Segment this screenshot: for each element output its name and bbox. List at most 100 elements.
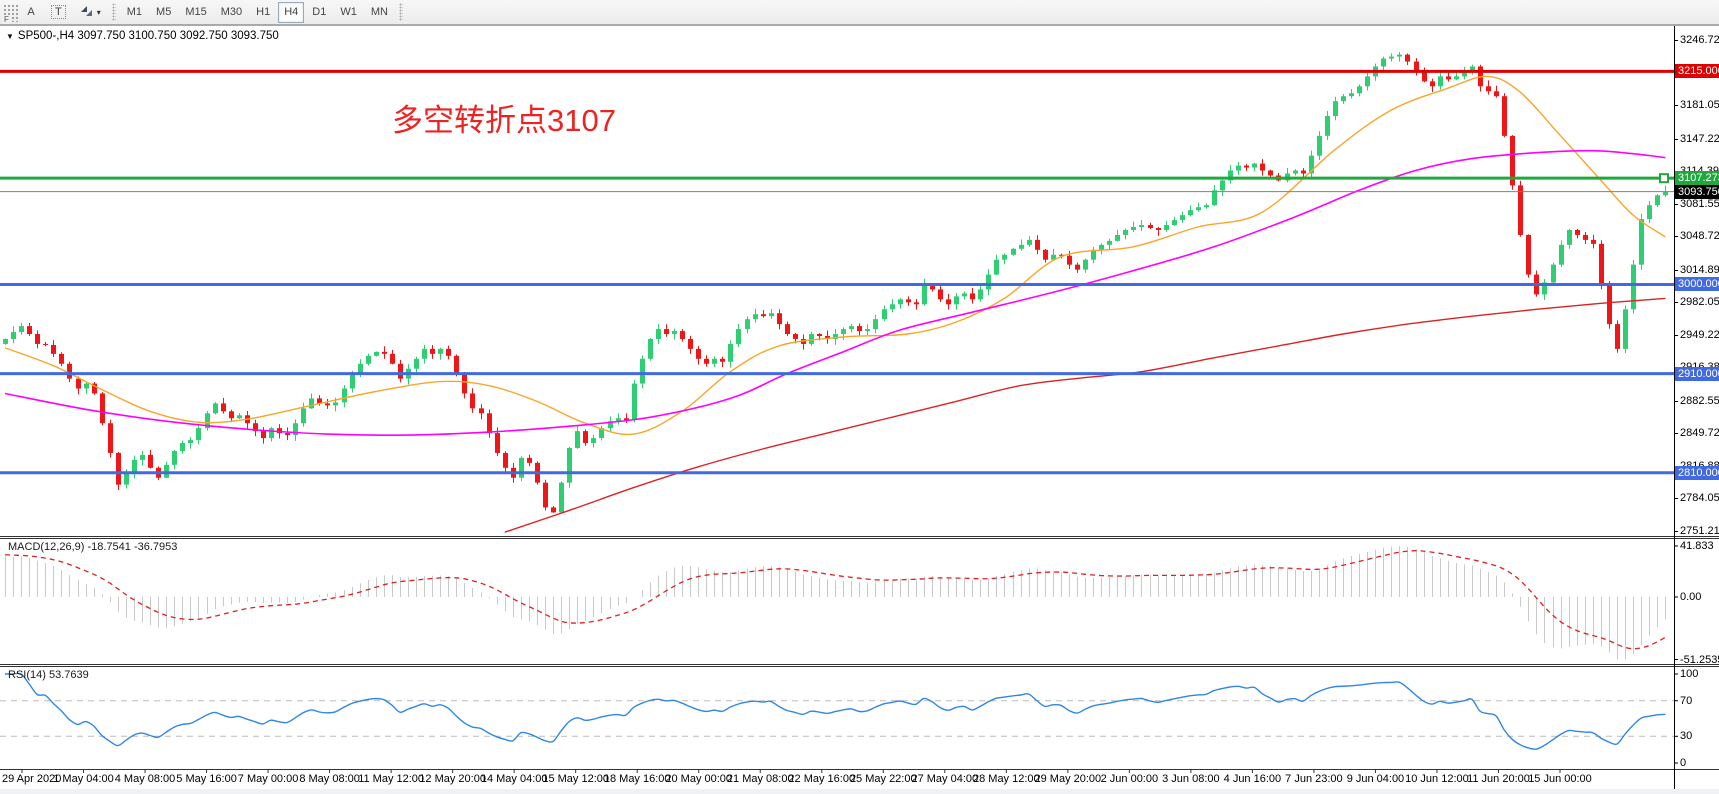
current-price-line-label: 3093.750: [1675, 184, 1719, 199]
candle-body: [1212, 190, 1217, 206]
timeframe-button-m5[interactable]: M5: [150, 2, 177, 23]
candle-body: [1397, 54, 1402, 57]
candle-body: [1422, 71, 1427, 82]
toolbar: F A T ▾ M1 M5 M15 M30 H1 H4 D1 W1 MN: [0, 0, 1719, 25]
time-axis-label: 28 May 12:00: [972, 773, 1040, 785]
candle-body: [1293, 170, 1298, 174]
candle-body: [1591, 239, 1596, 244]
timeframe-button-m30[interactable]: M30: [215, 2, 248, 23]
pivot-line-label: 3107.273: [1675, 171, 1719, 186]
timeframe-button-m1[interactable]: M1: [121, 2, 148, 23]
candle-body: [285, 433, 290, 436]
objects-tool-button[interactable]: ▾: [74, 2, 107, 23]
candle-body: [1575, 229, 1580, 235]
price-tick-mark: [1674, 40, 1678, 41]
time-axis-label: 9 Jun 04:00: [1346, 773, 1405, 785]
candle-body: [261, 431, 266, 439]
candle-body: [696, 348, 701, 359]
candle-body: [849, 326, 854, 330]
candle-body: [221, 403, 226, 412]
candle-body: [1035, 239, 1040, 250]
candle-body: [430, 348, 435, 354]
price-tick-mark: [1674, 498, 1678, 500]
candle-body: [100, 393, 105, 424]
support-line-label: 2810.000: [1675, 465, 1719, 480]
rsi-axis-label: 30: [1680, 730, 1693, 743]
price-tick-label: 3181.055: [1680, 99, 1719, 112]
price-tick-label: 3081.555: [1680, 197, 1719, 210]
candle-body: [27, 326, 32, 335]
timeframe-button-m15[interactable]: M15: [179, 2, 212, 23]
candle-body: [761, 314, 766, 317]
candle-body: [390, 353, 395, 364]
candle-body: [704, 358, 709, 364]
timeframe-button-mn[interactable]: MN: [365, 2, 394, 23]
candle-body: [188, 440, 193, 444]
chart-canvas[interactable]: [0, 25, 1719, 794]
candle-body: [414, 358, 419, 369]
arrow-tool-button[interactable]: A: [19, 2, 43, 23]
candle-body: [728, 343, 733, 362]
candle-body: [1470, 66, 1475, 72]
candle-body: [583, 431, 588, 444]
candle-body: [205, 413, 210, 429]
time-axis-label: 11 Jun 20:00: [1467, 773, 1530, 785]
timeframe-button-h1[interactable]: H1: [250, 2, 276, 23]
candle-body: [922, 284, 927, 305]
candle-body: [1526, 234, 1531, 275]
price-tick-label: 2882.555: [1680, 394, 1719, 407]
candle-body: [67, 363, 72, 379]
time-axis-label: 27 May 04:00: [911, 773, 979, 785]
timeframe-button-w1[interactable]: W1: [334, 2, 363, 23]
toolbar-handle-label: F: [3, 14, 10, 24]
candle-body: [543, 482, 548, 508]
candle-body: [1559, 244, 1564, 265]
candle-body: [745, 319, 750, 330]
chart-surface[interactable]: ▼ SP500-,H4 3097.750 3100.750 3092.750 30…: [0, 25, 1719, 794]
price-tick-mark: [1674, 138, 1678, 140]
chart-annotation[interactable]: 多空转折点3107: [392, 103, 616, 138]
candle-body: [1156, 227, 1161, 230]
rsi-axis-label: 100: [1680, 668, 1699, 680]
timeframe-button-d1[interactable]: D1: [306, 2, 332, 23]
candle-body: [1309, 155, 1314, 174]
text-tool-button[interactable]: T: [45, 2, 72, 23]
timeframe-button-h4[interactable]: H4: [278, 1, 305, 23]
candle-body: [712, 358, 717, 364]
candle-body: [398, 363, 403, 379]
candle-body: [1357, 86, 1362, 94]
time-axis-label: 10 Jun 12:00: [1405, 773, 1469, 785]
candle-body: [1099, 244, 1104, 250]
candle-body: [1462, 71, 1467, 77]
candle-body: [882, 309, 887, 320]
time-axis-label: 7 May 00:00: [237, 773, 299, 785]
time-axis-label: 12 May 20:00: [419, 773, 486, 785]
candle-body: [1325, 116, 1330, 136]
candle-body: [624, 418, 629, 421]
candle-body: [519, 457, 524, 478]
candle-body: [930, 284, 935, 290]
candle-body: [366, 355, 371, 364]
candle-body: [277, 428, 282, 434]
candle-body: [809, 334, 814, 344]
candle-body: [1002, 254, 1007, 260]
time-axis-label: 25 May 22:00: [849, 773, 917, 785]
candle-body: [92, 383, 97, 394]
price-tick-label: 3246.725: [1680, 34, 1719, 46]
line-handle[interactable]: [1659, 173, 1669, 184]
candle-body: [333, 402, 338, 406]
candle-body: [970, 293, 975, 300]
candle-body: [293, 423, 298, 436]
candle-body: [777, 313, 782, 325]
candle-body: [487, 413, 492, 434]
candle-body: [1502, 96, 1507, 136]
price-tick-mark: [1674, 236, 1678, 238]
candle-body: [1091, 249, 1096, 260]
candle-body: [1019, 244, 1024, 249]
candle-body: [132, 459, 137, 473]
price-tick-mark: [1674, 400, 1678, 402]
toolbar-drag-handle[interactable]: F: [2, 2, 18, 24]
candle-body: [1164, 225, 1169, 230]
toolbar-separator: [398, 3, 403, 21]
candle-body: [148, 454, 153, 468]
